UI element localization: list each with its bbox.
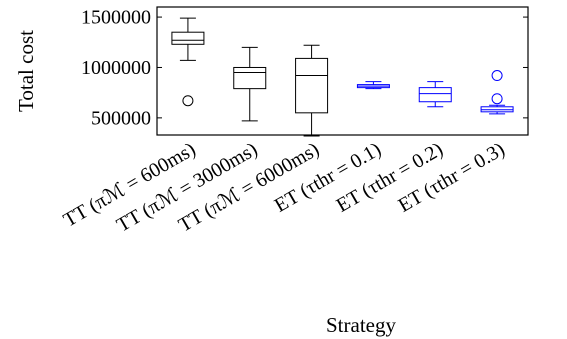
y-axis-label: Total cost <box>14 30 38 112</box>
box-series <box>171 17 514 137</box>
box-4 <box>356 81 390 90</box>
box-5 <box>418 81 452 108</box>
box-1 <box>171 17 205 107</box>
box-iqr <box>233 66 267 90</box>
x-axis-label: Strategy <box>326 313 396 337</box>
box-3 <box>295 44 329 137</box>
y-tick-label: 1000000 <box>81 57 151 79</box>
outlier-point <box>491 93 503 105</box>
box-iqr <box>480 106 514 113</box>
y-axis-ticks: 500000 1000000 1500000 <box>81 7 528 129</box>
box-iqr <box>295 57 329 114</box>
plot-frame <box>156 6 529 136</box>
y-tick-label: 500000 <box>91 107 151 129</box>
box-2 <box>233 46 267 122</box>
box-6 <box>480 70 514 115</box>
x-axis-tick-labels: TT (πℳ = 600ms)TT (πℳ = 3000ms)TT (πℳ = … <box>60 138 509 236</box>
y-tick-label: 1500000 <box>81 7 151 29</box>
box-iqr <box>418 87 452 103</box>
outlier-point <box>182 95 194 107</box>
box-iqr <box>171 31 205 45</box>
outlier-point <box>491 70 503 82</box>
